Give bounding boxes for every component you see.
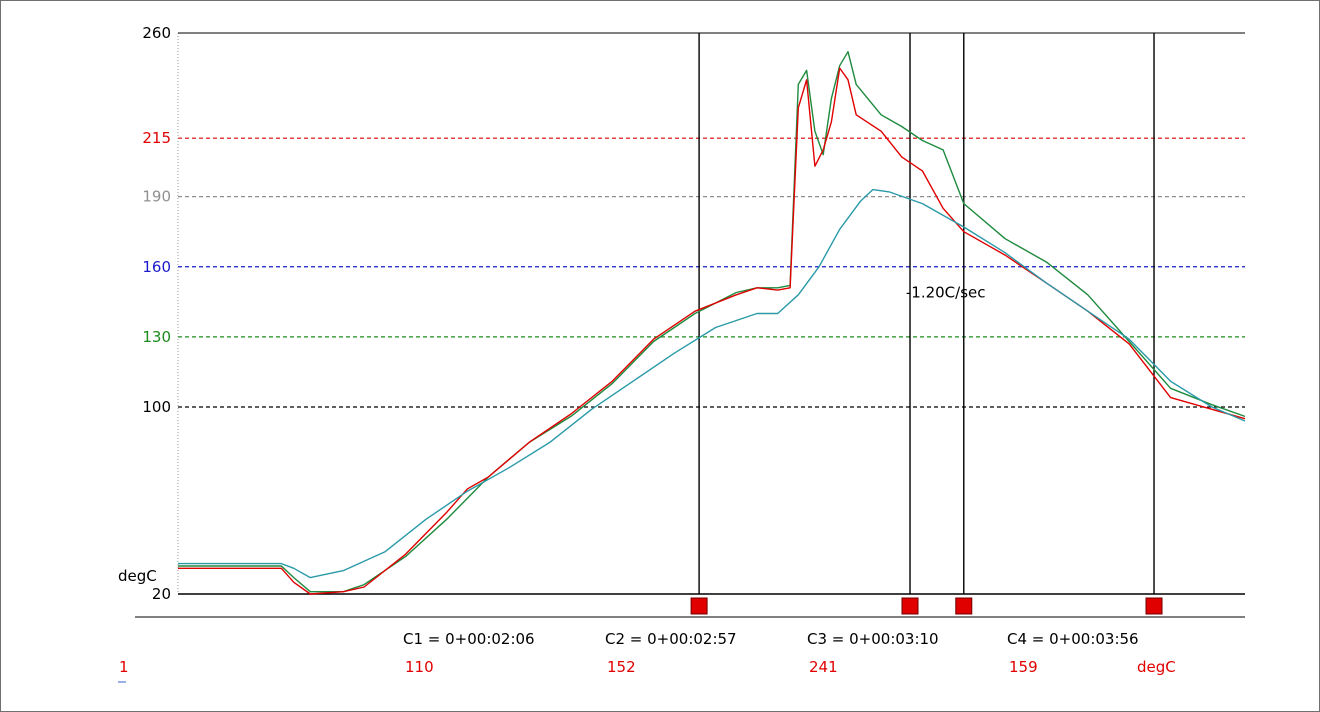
series-line-2 xyxy=(178,67,1246,595)
series-lines xyxy=(178,51,1246,595)
cursor-reading: 241 xyxy=(809,658,838,676)
cursor-lines[interactable] xyxy=(698,33,1155,594)
cursor-labels: C1 = 0+00:02:06 C2 = 0+00:02:57 C3 = 0+00:… xyxy=(403,630,1139,648)
series-line-1 xyxy=(178,51,1246,593)
y-tick-labels: 260 215 190 160 130 100 20 xyxy=(142,24,171,603)
threshold-lines xyxy=(178,137,1245,408)
cursor-marker-c1[interactable] xyxy=(690,597,708,615)
cursor-readings: 110 152 241 159 xyxy=(405,658,1038,676)
reading-unit-label: degC xyxy=(1137,658,1176,676)
cursor-reading: 152 xyxy=(607,658,636,676)
y-tick-label: 190 xyxy=(142,188,171,206)
cursor-time-label: C3 = 0+00:03:10 xyxy=(807,630,939,648)
cursor-time-label: C4 = 0+00:03:56 xyxy=(1007,630,1139,648)
cursor-marker-c2[interactable] xyxy=(901,597,919,615)
cursor-marker-c4[interactable] xyxy=(1145,597,1163,615)
slope-annotation: -1.20C/sec xyxy=(906,283,986,301)
y-tick-label: 100 xyxy=(142,398,171,416)
y-tick-label: 215 xyxy=(142,129,171,147)
cursor-marker-c3[interactable] xyxy=(955,597,973,615)
cursor-time-label: C1 = 0+00:02:06 xyxy=(403,630,535,648)
y-tick-label: 130 xyxy=(142,328,171,346)
channel-label: 1 xyxy=(119,658,129,676)
cursor-reading: 159 xyxy=(1009,658,1038,676)
cursor-time-label: C2 = 0+00:02:57 xyxy=(605,630,737,648)
y-tick-label: 260 xyxy=(142,24,171,42)
y-tick-label: 160 xyxy=(142,258,171,276)
series-line-3 xyxy=(178,188,1246,579)
cursor-markers[interactable] xyxy=(690,597,1163,615)
y-unit-label: degC xyxy=(118,567,157,585)
y-tick-label: 20 xyxy=(152,585,171,603)
cursor-reading: 110 xyxy=(405,658,434,676)
axes xyxy=(135,32,1245,618)
